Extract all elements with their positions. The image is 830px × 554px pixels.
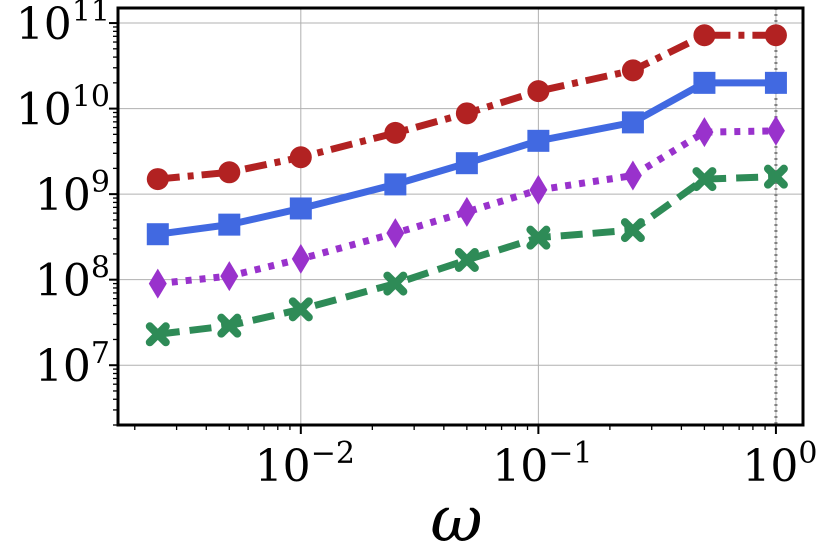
data-point	[527, 129, 550, 152]
x-tick-label: 10−1	[492, 436, 592, 492]
data-point	[766, 115, 785, 146]
data-point	[763, 164, 788, 189]
data-point	[386, 218, 405, 249]
data-point	[693, 24, 716, 47]
data-point	[148, 268, 167, 299]
data-point	[527, 80, 550, 103]
series-layer	[145, 24, 788, 347]
series-line	[157, 173, 777, 338]
data-point	[288, 297, 313, 322]
x-tick-label: 10−2	[255, 436, 355, 492]
data-point	[146, 168, 169, 191]
data-point	[217, 313, 242, 338]
data-point	[457, 196, 476, 227]
data-point	[291, 243, 310, 274]
data-point	[695, 117, 714, 148]
series-1	[146, 24, 787, 191]
plot-frame	[116, 6, 805, 427]
data-point	[529, 174, 548, 205]
series-3	[148, 115, 785, 299]
data-point	[693, 71, 716, 94]
data-point	[146, 223, 169, 246]
data-point	[289, 197, 312, 220]
data-point	[220, 261, 239, 292]
data-point	[764, 71, 787, 94]
data-point	[526, 225, 551, 250]
data-point	[218, 213, 241, 236]
data-point	[764, 24, 787, 47]
x-axis-label: ω	[430, 483, 482, 554]
data-point	[455, 152, 478, 175]
data-point	[623, 160, 642, 191]
y-tick-label: 1011	[16, 0, 110, 50]
data-point	[218, 161, 241, 184]
y-tick-label: 108	[35, 251, 110, 307]
data-point	[454, 247, 479, 272]
series-4	[145, 164, 788, 347]
y-tick-label: 109	[35, 165, 110, 221]
data-point	[289, 146, 312, 169]
data-point	[383, 271, 408, 296]
series-2	[146, 71, 787, 246]
tick-layer: 10−2 10−1 100 107 108 109 1010 1011	[16, 0, 818, 492]
data-point	[621, 111, 644, 134]
y-tick-label: 1010	[16, 80, 110, 136]
data-point	[384, 121, 407, 144]
data-point	[145, 322, 170, 347]
data-point	[384, 173, 407, 196]
data-point	[620, 218, 645, 243]
y-tick-label: 107	[35, 336, 110, 392]
x-tick-label: 100	[742, 436, 817, 492]
data-point	[692, 167, 717, 192]
data-point	[455, 102, 478, 125]
data-point	[621, 59, 644, 82]
